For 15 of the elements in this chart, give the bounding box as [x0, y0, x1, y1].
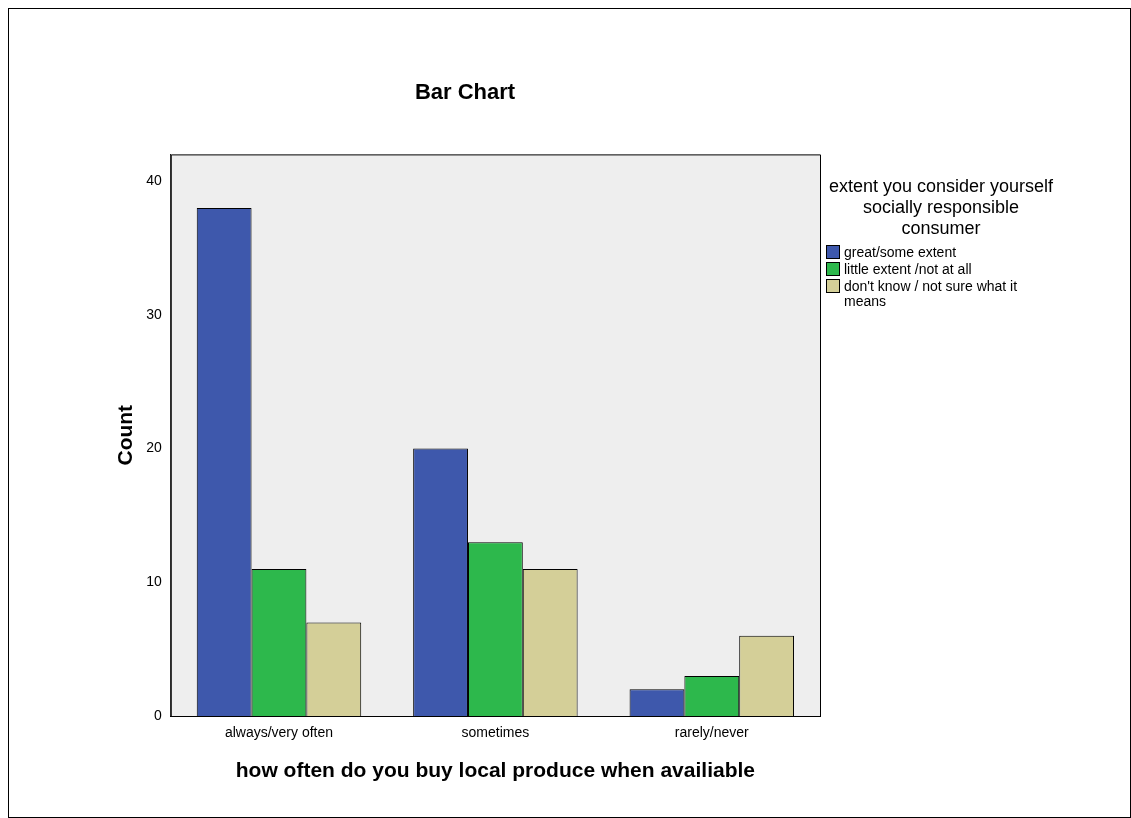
legend-label: great/some extent	[844, 244, 957, 260]
y-tick-label: 40	[146, 172, 162, 188]
y-tick-label: 30	[146, 305, 162, 322]
x-tick-label: rarely/never	[674, 724, 750, 741]
y-tick-label: 0	[153, 706, 162, 723]
x-tick-label: always/very often	[224, 724, 334, 741]
legend-title: extent you consider yourself socially responsible consumer	[827, 176, 1055, 239]
legend-label: don't know / not sure what it means	[844, 278, 1019, 309]
y-tick-label: 10	[146, 573, 162, 590]
x-axis-title: how often do you buy local produce when availiable	[235, 758, 756, 782]
legend-label: little extent /not at all	[844, 261, 972, 277]
y-axis-title: Count	[113, 404, 137, 466]
x-tick-label: sometimes	[461, 724, 530, 741]
y-tick-label: 20	[146, 439, 162, 456]
chart-title: Bar Chart	[414, 79, 516, 105]
